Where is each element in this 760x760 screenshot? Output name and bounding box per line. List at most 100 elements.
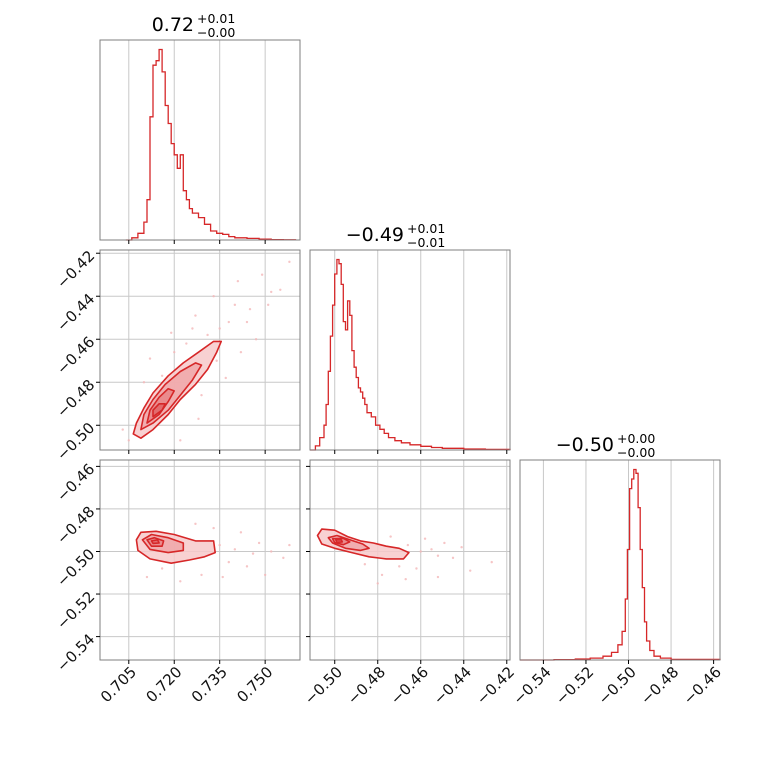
scatter-point	[436, 575, 440, 579]
y-tick-label: −0.54	[53, 630, 98, 675]
scatter-point	[363, 563, 367, 566]
scatter-point	[257, 541, 261, 545]
scatter-point	[282, 556, 285, 560]
scatter-point	[200, 573, 203, 577]
scatter-point	[236, 279, 240, 283]
y-tick-label: −0.52	[53, 588, 98, 633]
x-tick-label: 0.705	[97, 663, 140, 706]
title-value: −0.49	[346, 224, 404, 246]
x-tick-label: −0.42	[473, 663, 518, 708]
pair-panel-1-2	[306, 459, 511, 664]
scatter-point	[170, 331, 173, 334]
x-tick-label: 0.750	[233, 663, 276, 706]
hist-frame-1	[309, 249, 511, 451]
histogram-1	[310, 258, 511, 451]
scatter-point	[376, 582, 379, 585]
title-upper-error: +0.00	[617, 431, 655, 446]
hist-frame-2	[519, 459, 721, 661]
scatter-point	[288, 260, 291, 264]
scatter-point	[251, 552, 255, 555]
scatter-point	[430, 548, 433, 551]
scatter-point	[179, 439, 182, 442]
scatter-point	[179, 580, 182, 583]
scatter-point	[191, 327, 194, 330]
scatter-point	[239, 350, 243, 354]
x-tick-label: −0.54	[509, 663, 554, 708]
scatter-point	[221, 575, 224, 579]
scatter-point	[279, 288, 282, 291]
scatter-point	[145, 575, 149, 579]
scatter-point	[270, 550, 273, 553]
hist-panel-2: −0.50 +0.00−0.00	[519, 431, 721, 664]
scatter-point	[460, 546, 463, 549]
title-lower-error: −0.00	[617, 445, 655, 460]
param-title-2: −0.50 +0.00−0.00	[556, 431, 656, 460]
pair-frame	[99, 249, 301, 451]
title-value: 0.72	[152, 14, 194, 36]
scatter-point	[206, 333, 209, 337]
scatter-point	[380, 573, 384, 577]
scatter-point	[121, 428, 124, 431]
scatter-point	[490, 560, 493, 564]
scatter-point	[288, 543, 291, 547]
scatter-point	[263, 573, 267, 577]
x-tick-label: 0.720	[142, 663, 185, 706]
param-title-1: −0.49 +0.01−0.01	[346, 221, 446, 250]
y-tick-label: −0.46	[53, 460, 98, 505]
scatter-point	[185, 342, 188, 345]
scatter-point	[239, 531, 243, 534]
scatter-point	[173, 350, 176, 354]
scatter-point	[406, 543, 410, 547]
scatter-point	[245, 320, 249, 324]
scatter-point	[415, 567, 418, 570]
scatter-point	[469, 569, 472, 572]
scatter-point	[389, 535, 392, 538]
contour-level-3	[334, 538, 344, 544]
x-tick-label: 0.735	[188, 663, 231, 706]
title-lower-error: −0.01	[407, 235, 445, 250]
scatter-point	[254, 338, 258, 341]
scatter-point	[404, 577, 407, 581]
scatter-point	[218, 327, 221, 330]
scatter-point	[197, 417, 200, 421]
histogram-0	[125, 48, 297, 241]
scatter-point	[160, 374, 164, 378]
scatter-point	[423, 537, 427, 540]
param-title-0: 0.72 +0.01−0.00	[152, 11, 236, 40]
scatter-point	[233, 548, 237, 551]
title-upper-error: +0.01	[407, 221, 445, 236]
scatter-point	[200, 393, 203, 397]
scatter-point	[127, 439, 130, 442]
scatter-point	[419, 550, 422, 553]
scatter-point	[270, 290, 273, 294]
contour-level-3	[150, 538, 160, 545]
x-tick-label: −0.48	[637, 663, 682, 708]
scatter-point	[443, 541, 446, 545]
scatter-point	[227, 320, 230, 324]
scatter-point	[260, 273, 264, 276]
scatter-point	[142, 381, 146, 384]
scatter-point	[248, 307, 252, 311]
scatter-point	[227, 560, 230, 564]
x-tick-label: −0.50	[301, 663, 346, 708]
y-tick-label: −0.48	[53, 376, 98, 421]
title-value: −0.50	[556, 434, 614, 456]
pair-panel-0-2	[96, 459, 301, 664]
contour-level-3	[152, 402, 166, 418]
scatter-point	[194, 314, 197, 317]
y-tick-label: −0.42	[53, 247, 98, 292]
scatter-point	[398, 565, 401, 568]
y-tick-label: −0.46	[53, 333, 98, 378]
scatter-point	[451, 556, 455, 560]
y-tick-label: −0.48	[53, 503, 98, 548]
pair-frame	[99, 459, 301, 661]
histogram-2	[520, 468, 721, 661]
scatter-point	[233, 303, 237, 307]
x-tick-label: −0.52	[552, 663, 597, 708]
pair-frame	[309, 459, 511, 661]
scatter-point	[245, 565, 249, 568]
scatter-point	[194, 522, 197, 526]
hist-frame-0	[99, 39, 301, 241]
y-tick-label: −0.44	[53, 290, 98, 335]
x-tick-label: −0.50	[595, 663, 640, 708]
